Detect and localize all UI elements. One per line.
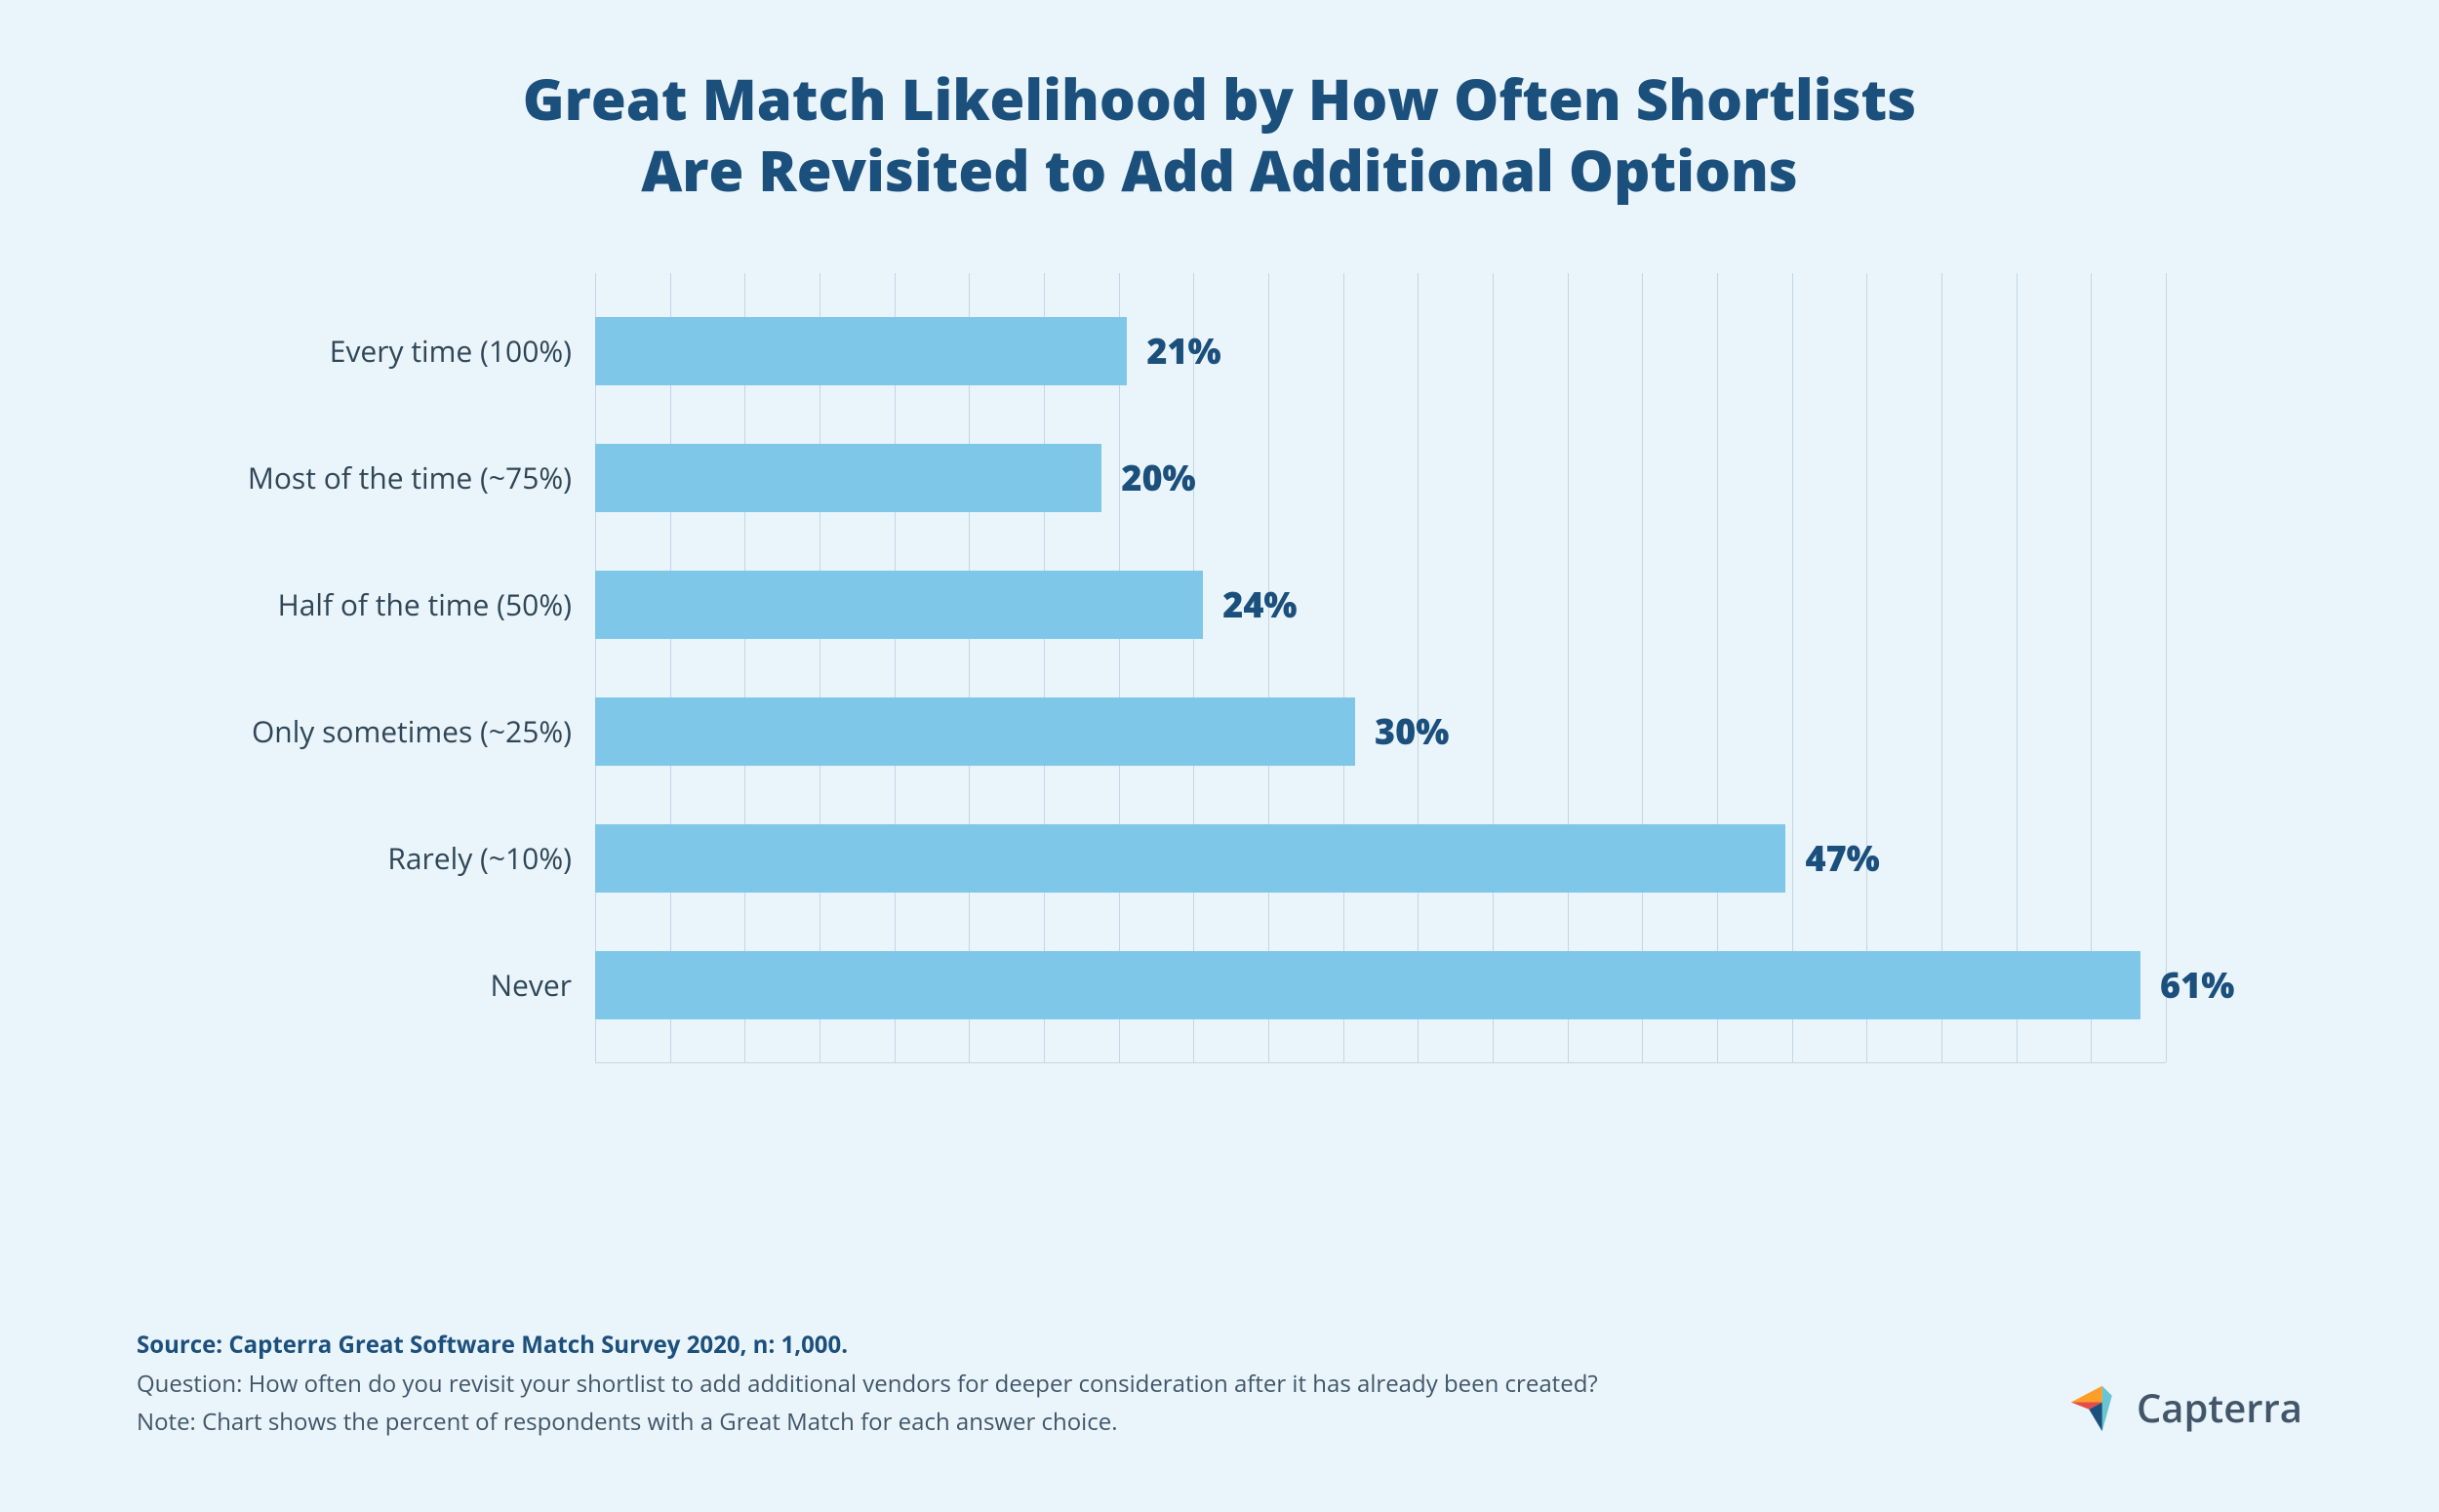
bar: 30%: [595, 697, 1355, 766]
chart-area: Every time (100%)21% Most of the time (~7…: [595, 273, 2166, 1063]
bar-value-label: 30%: [1355, 697, 1449, 766]
gridline: [2166, 273, 2167, 1062]
bar-category-label: Rarely (~10%): [137, 824, 595, 893]
bar-row: Only sometimes (~25%)30%: [595, 697, 2166, 766]
chart-footer: Source: Capterra Great Software Match Su…: [137, 1330, 2302, 1444]
brand-logo: Capterra: [2068, 1379, 2302, 1434]
bar-row: Never61%: [595, 951, 2166, 1019]
bar: 24%: [595, 571, 1203, 639]
footer-note: Note: Chart shows the percent of respond…: [137, 1407, 1649, 1438]
bar-category-label: Half of the time (50%): [137, 571, 595, 639]
footer-question: Question: How often do you revisit your …: [137, 1369, 1649, 1400]
bar: 20%: [595, 444, 1101, 512]
bar: 21%: [595, 317, 1127, 385]
bar-category-label: Every time (100%): [137, 317, 595, 385]
brand-name: Capterra: [2137, 1380, 2302, 1434]
bar-category-label: Most of the time (~75%): [137, 444, 595, 512]
bar-value-label: 21%: [1127, 317, 1220, 385]
chart-title-line2: Are Revisited to Add Additional Options: [641, 131, 1798, 208]
capterra-icon: [2068, 1379, 2123, 1434]
bar-row: Rarely (~10%)47%: [595, 824, 2166, 893]
footer-text: Source: Capterra Great Software Match Su…: [137, 1330, 1649, 1438]
chart-title-line1: Great Match Likelihood by How Often Shor…: [523, 60, 1916, 137]
bar: 47%: [595, 824, 1785, 893]
bar-category-label: Only sometimes (~25%): [137, 697, 595, 766]
bar-value-label: 24%: [1203, 571, 1297, 639]
bar-category-label: Never: [137, 951, 595, 1019]
bar-row: Half of the time (50%)24%: [595, 571, 2166, 639]
bar-value-label: 61%: [2140, 951, 2234, 1019]
bar-value-label: 47%: [1785, 824, 1879, 893]
bar-row: Every time (100%)21%: [595, 317, 2166, 385]
bar-value-label: 20%: [1101, 444, 1195, 512]
bar: 61%: [595, 951, 2140, 1019]
chart-bars: Every time (100%)21% Most of the time (~7…: [595, 273, 2166, 1062]
chart-title: Great Match Likelihood by How Often Shor…: [137, 63, 2302, 205]
footer-source: Source: Capterra Great Software Match Su…: [137, 1330, 1649, 1361]
bar-row: Most of the time (~75%)20%: [595, 444, 2166, 512]
